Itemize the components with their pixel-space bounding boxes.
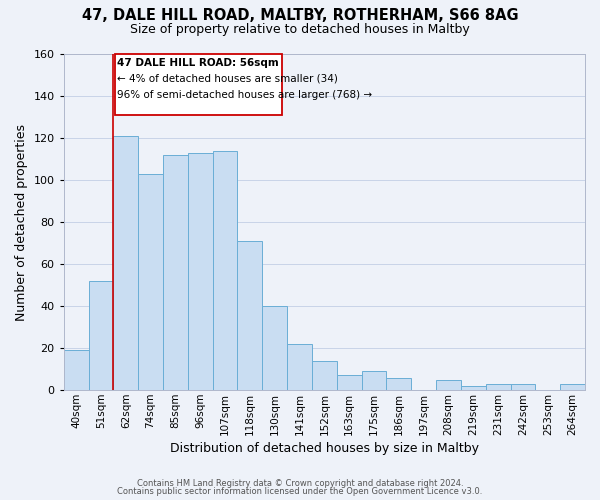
Bar <box>386 378 411 390</box>
FancyBboxPatch shape <box>115 54 282 115</box>
Bar <box>113 136 138 390</box>
Bar <box>89 281 113 390</box>
Text: Size of property relative to detached houses in Maltby: Size of property relative to detached ho… <box>130 22 470 36</box>
Y-axis label: Number of detached properties: Number of detached properties <box>15 124 28 320</box>
Bar <box>486 384 511 390</box>
Bar <box>212 150 238 390</box>
Bar <box>511 384 535 390</box>
Bar <box>312 360 337 390</box>
Bar <box>188 152 212 390</box>
Text: Contains public sector information licensed under the Open Government Licence v3: Contains public sector information licen… <box>118 487 482 496</box>
Bar <box>362 371 386 390</box>
Text: ← 4% of detached houses are smaller (34): ← 4% of detached houses are smaller (34) <box>117 74 338 84</box>
Bar <box>238 241 262 390</box>
Bar <box>287 344 312 390</box>
Bar <box>436 380 461 390</box>
Bar <box>262 306 287 390</box>
Bar <box>138 174 163 390</box>
Text: 47 DALE HILL ROAD: 56sqm: 47 DALE HILL ROAD: 56sqm <box>117 58 279 68</box>
Bar <box>461 386 486 390</box>
Bar <box>64 350 89 390</box>
Text: 96% of semi-detached houses are larger (768) →: 96% of semi-detached houses are larger (… <box>117 90 372 100</box>
Text: 47, DALE HILL ROAD, MALTBY, ROTHERHAM, S66 8AG: 47, DALE HILL ROAD, MALTBY, ROTHERHAM, S… <box>82 8 518 22</box>
Bar <box>560 384 585 390</box>
Bar <box>163 155 188 390</box>
X-axis label: Distribution of detached houses by size in Maltby: Distribution of detached houses by size … <box>170 442 479 455</box>
Bar <box>337 376 362 390</box>
Text: Contains HM Land Registry data © Crown copyright and database right 2024.: Contains HM Land Registry data © Crown c… <box>137 478 463 488</box>
